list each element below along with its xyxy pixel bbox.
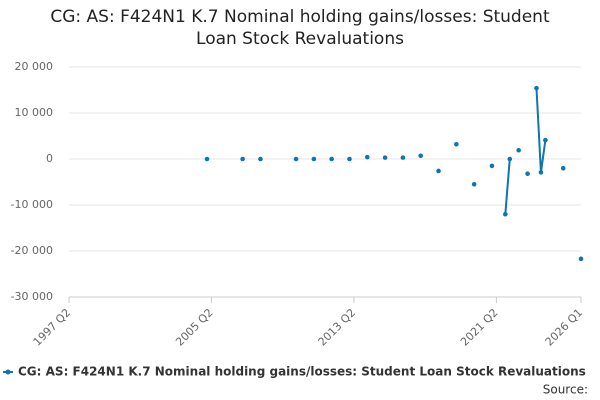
y-tick-label: 20 000 bbox=[15, 60, 54, 73]
point bbox=[258, 156, 263, 162]
x-tick-label: 1997 Q2 bbox=[31, 306, 74, 349]
point bbox=[240, 156, 245, 162]
point bbox=[364, 154, 370, 160]
y-tick-label: 10 000 bbox=[15, 106, 54, 119]
y-tick-label: -30 000 bbox=[11, 290, 53, 303]
point bbox=[454, 141, 459, 147]
source: Source: bbox=[543, 383, 588, 397]
x-tick-label: 2026 Q1 bbox=[543, 306, 586, 349]
point bbox=[538, 170, 544, 175]
y-tick-label: 0 bbox=[46, 152, 53, 165]
point bbox=[560, 165, 566, 171]
series-line bbox=[505, 88, 581, 259]
y-tick-label: -10 000 bbox=[11, 198, 53, 211]
chart-title: CG: AS: F424N1 K.7 Nominal holding gains… bbox=[50, 7, 550, 49]
point bbox=[204, 156, 210, 162]
x-tick-label: 2013 Q2 bbox=[316, 306, 359, 349]
x-tick-label: 2021 Q2 bbox=[458, 306, 501, 349]
point bbox=[534, 85, 539, 91]
legend-label: CG: AS: F424N1 K.7 Nominal holding gains… bbox=[18, 365, 586, 379]
point bbox=[503, 211, 508, 217]
point bbox=[471, 182, 477, 187]
point bbox=[516, 147, 521, 153]
point bbox=[543, 137, 548, 143]
point bbox=[382, 155, 388, 160]
point bbox=[507, 156, 513, 162]
point bbox=[293, 156, 299, 162]
point bbox=[525, 171, 530, 177]
point bbox=[489, 163, 495, 169]
x-tick-label: 2005 Q2 bbox=[173, 306, 216, 349]
point bbox=[311, 156, 317, 162]
legend-marker bbox=[5, 369, 11, 375]
point bbox=[400, 155, 406, 160]
point bbox=[347, 156, 352, 162]
y-tick-label: -20 000 bbox=[11, 244, 53, 257]
point bbox=[436, 168, 441, 174]
point bbox=[418, 153, 424, 159]
point bbox=[578, 256, 584, 262]
point bbox=[329, 156, 334, 162]
